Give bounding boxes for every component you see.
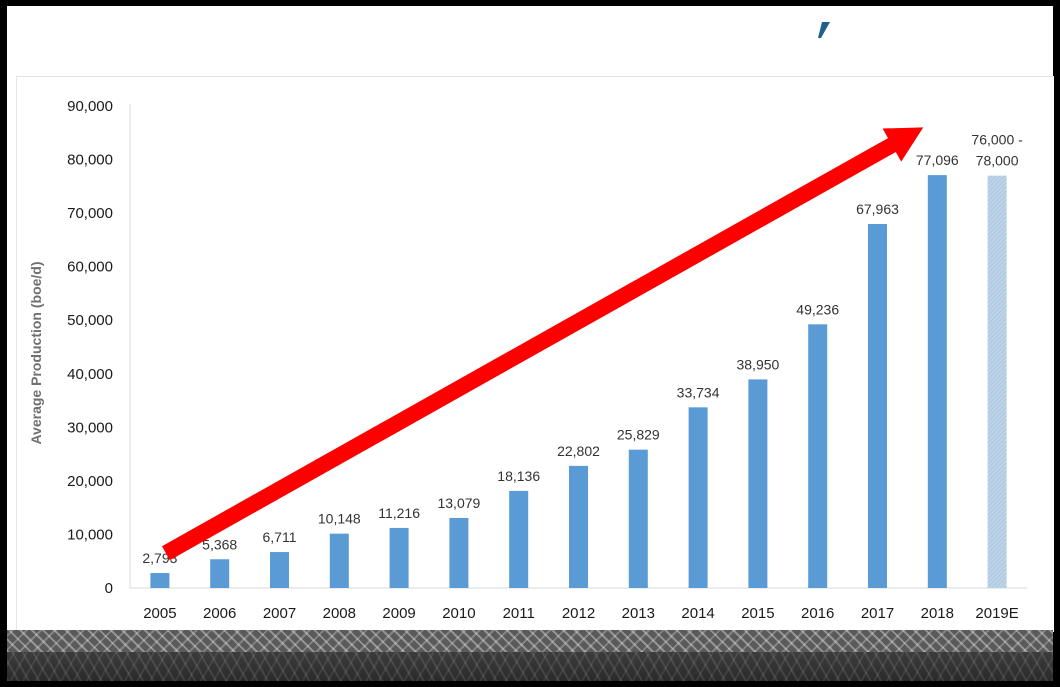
bar	[808, 324, 828, 588]
bars	[150, 175, 1007, 588]
x-tick-label: 2016	[801, 605, 834, 622]
trend-arrow	[162, 127, 924, 561]
bar	[389, 527, 409, 588]
x-tick-label: 2011	[503, 605, 535, 622]
x-tick-label: 2009	[382, 605, 415, 622]
bar-estimate	[987, 175, 1007, 588]
data-label: 33,734	[677, 384, 720, 400]
footer-pattern	[7, 630, 1053, 652]
chart-panel: 2,793 5,368 6,711 10,148 11,216 13,079 18,136 2…	[16, 76, 1054, 632]
data-label: 67,963	[856, 201, 899, 217]
x-tick-label: 2014	[681, 605, 714, 622]
x-tick-label: 2007	[263, 605, 296, 622]
x-tick-label: 2013	[622, 605, 655, 622]
bar	[210, 559, 230, 588]
data-label: 10,148	[318, 511, 361, 527]
bar	[628, 449, 648, 588]
bar	[748, 379, 768, 588]
y-tick-label: 0	[105, 580, 113, 597]
y-tick-label: 40,000	[67, 366, 113, 383]
logo-mark-icon	[818, 22, 830, 38]
y-tick-label: 50,000	[67, 312, 113, 329]
x-tick-label: 2010	[442, 605, 475, 622]
x-tick-label: 2008	[323, 605, 356, 622]
trend-arrow-shape	[162, 127, 924, 561]
data-label: 49,236	[796, 301, 839, 317]
y-tick-label: 10,000	[67, 526, 113, 543]
x-tick-label: 2012	[562, 605, 595, 622]
bar	[509, 490, 529, 588]
data-label: 11,216	[378, 505, 420, 521]
y-axis-label: Average Production (boe/d)	[28, 261, 44, 444]
data-label: 13,079	[437, 495, 480, 511]
x-tick-labels: 2005 2006 2007 2008 2009 2010 2011 2012 2013 2014…	[143, 605, 1019, 622]
data-label: 25,829	[617, 427, 660, 443]
bar	[449, 517, 469, 588]
x-tick-label: 2005	[143, 605, 176, 622]
y-tick-labels: 0 10,000 20,000 30,000 40,000 50,000 60,000 70,…	[67, 98, 113, 597]
data-label: 22,802	[557, 443, 600, 459]
y-tick-label: 20,000	[67, 473, 113, 490]
y-tick-label: 70,000	[67, 205, 113, 222]
data-label: 5,368	[202, 536, 237, 552]
data-label: 76,000 -78,000	[971, 132, 1023, 169]
bar	[569, 465, 588, 588]
data-label: 77,096	[916, 152, 959, 168]
bar	[270, 552, 289, 588]
data-label: 38,950	[736, 356, 779, 372]
bar	[329, 533, 349, 588]
x-tick-label: 2017	[861, 605, 894, 622]
bar	[868, 224, 887, 588]
x-tick-label: 2015	[741, 605, 774, 622]
data-label: 18,136	[497, 468, 540, 484]
y-tick-label: 90,000	[67, 98, 113, 115]
x-tick-label: 2006	[203, 605, 236, 622]
bar	[150, 573, 170, 588]
y-tick-label: 80,000	[67, 152, 113, 169]
y-tick-label: 30,000	[67, 419, 113, 436]
bar	[927, 175, 947, 588]
y-tick-label: 60,000	[67, 259, 113, 276]
x-tick-label: 2019E	[975, 605, 1018, 622]
data-label: 6,711	[263, 529, 297, 545]
x-tick-label: 2018	[921, 605, 954, 622]
bar	[688, 407, 708, 588]
footer-band	[7, 630, 1053, 681]
slide: 2,793 5,368 6,711 10,148 11,216 13,079 18,136 2…	[7, 6, 1054, 681]
